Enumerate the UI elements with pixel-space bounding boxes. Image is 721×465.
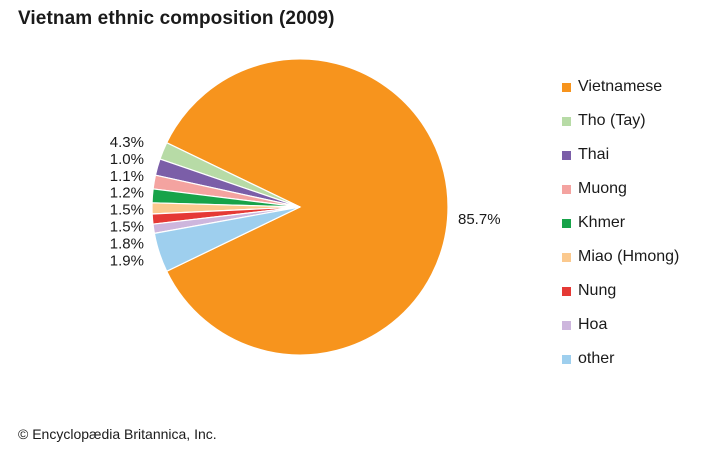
legend-item-nung: Nung (562, 274, 679, 308)
legend-item-miao-hmong: Miao (Hmong) (562, 240, 679, 274)
legend-swatch-thai (562, 150, 571, 160)
legend-swatch-muong (562, 184, 571, 194)
legend-item-tho-tay: Tho (Tay) (562, 104, 679, 138)
value-label-tho-tay: 1.9% (110, 252, 144, 269)
chart-title: Vietnam ethnic composition (2009) (18, 8, 335, 29)
value-label-vietnamese: 85.7% (458, 211, 501, 228)
value-label-other: 4.3% (110, 134, 144, 151)
legend-item-muong: Muong (562, 172, 679, 206)
value-label-hoa: 1.0% (110, 151, 144, 168)
legend-swatch-miao-hmong (562, 252, 571, 262)
legend-swatch-nung (562, 286, 571, 296)
legend: Vietnamese Tho (Tay) Thai Muong Khmer Miao (H… (562, 70, 679, 376)
legend-label-tho-tay: Tho (Tay) (578, 112, 646, 129)
legend-item-vietnamese: Vietnamese (562, 70, 679, 104)
copyright-credit: © Encyclopædia Britannica, Inc. (18, 426, 217, 442)
legend-swatch-tho-tay (562, 116, 571, 126)
legend-label-thai: Thai (578, 146, 610, 163)
legend-swatch-hoa (562, 320, 571, 330)
legend-swatch-other (562, 354, 571, 364)
legend-label-miao-hmong: Miao (Hmong) (578, 248, 680, 265)
value-label-thai: 1.8% (110, 235, 144, 252)
legend-label-vietnamese: Vietnamese (578, 78, 663, 95)
value-label-miao-hmong: 1.2% (110, 185, 144, 202)
legend-item-thai: Thai (562, 138, 679, 172)
legend-label-khmer: Khmer (578, 214, 626, 231)
value-label-khmer: 1.5% (110, 202, 144, 219)
legend-label-hoa: Hoa (578, 316, 608, 333)
legend-swatch-khmer (562, 218, 571, 228)
value-label-nung: 1.1% (110, 168, 144, 185)
legend-item-other: other (562, 342, 679, 376)
legend-label-nung: Nung (578, 282, 617, 299)
legend-label-other: other (578, 350, 615, 367)
legend-label-muong: Muong (578, 180, 627, 197)
legend-item-hoa: Hoa (562, 308, 679, 342)
pie-slice-other (153, 206, 301, 273)
value-label-muong: 1.5% (110, 219, 144, 236)
legend-swatch-vietnamese (562, 82, 571, 92)
pie-slice-vietnamese (165, 58, 449, 356)
legend-item-khmer: Khmer (562, 206, 679, 240)
